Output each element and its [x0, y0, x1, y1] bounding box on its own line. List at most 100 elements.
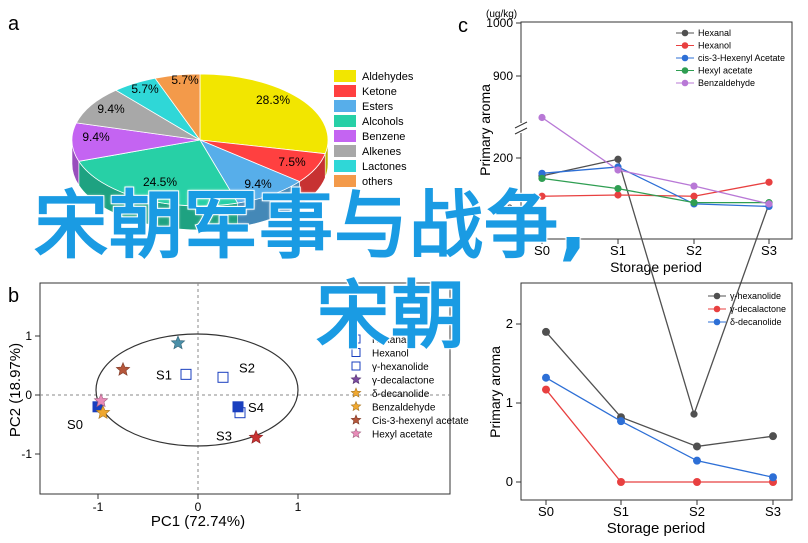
c-legend-item: cis-3-Hexenyl Acetate [698, 53, 785, 63]
d-series-point [769, 432, 777, 441]
pie-slice-benzene [71, 122, 201, 162]
pie-legend-swatch [334, 85, 356, 97]
pca-sample-label-S1: S1 [156, 367, 172, 382]
pca-point-γ-hexanolide [170, 335, 186, 350]
c-xtick-label: S1 [610, 243, 626, 258]
pca-ylabel: PC2 (18.97%) [7, 343, 24, 437]
pca-legend-marker [350, 414, 362, 425]
pie-legend-swatch [334, 160, 356, 172]
pie-legend-item: Aldehydes [362, 71, 414, 83]
pie-label-esters: 9.4% [244, 177, 272, 191]
pca-legend-marker [351, 361, 361, 371]
d-legend-marker [713, 318, 721, 326]
pca-ytick-label: 0 [25, 388, 32, 402]
d-legend-item: γ-hexanolide [730, 291, 781, 301]
pie-chart: 28.3% 7.5% 9.4% 24.5% 9.4% 9.4% 5.7% 5.7% [71, 73, 329, 231]
c-legend-marker [681, 79, 689, 87]
d-series-point [769, 473, 777, 482]
pca-sample-marker [232, 401, 244, 413]
c-series-line [541, 116, 770, 205]
pie-slice-alkenes [75, 89, 201, 141]
line-chart-d: Primary aroma Storage period S0 S1 S2 S3 2 1 0… [487, 282, 793, 537]
pie-legend-swatch [334, 115, 356, 127]
pie-label-others: 5.7% [171, 73, 199, 87]
c-axis-break [515, 123, 529, 133]
c-series-point [765, 178, 773, 186]
pca-frame [39, 282, 451, 495]
pie-label-benzene: 9.4% [82, 130, 110, 144]
c-series-point [614, 191, 622, 199]
c-series-line [541, 158, 770, 417]
c-ylabel: Primary aroma [477, 84, 493, 176]
d-series-point [542, 373, 550, 382]
pca-legend-item: γ-decalactone [372, 376, 435, 387]
pca-xtick-label: 0 [195, 500, 202, 514]
c-legend-item: Hexanol [698, 41, 731, 51]
c-legend-marker [681, 67, 689, 74]
pca-point-Hexyl acetate [93, 393, 109, 408]
pca-legend-marker [350, 387, 362, 398]
d-ytick-label: 1 [506, 395, 513, 410]
c-xtick-label: S3 [761, 243, 777, 258]
pca-plot: -1 0 1 1 0 -1 PC1 (72.74%) PC2 (18.97%) S0 S1 S… [7, 282, 469, 530]
c-series-line [541, 177, 769, 204]
pca-sample-label-S3: S3 [216, 429, 232, 444]
pca-point-γ-decalactone [115, 361, 131, 376]
pie-legend-item: Alcohols [362, 116, 404, 128]
pca-legend-marker [350, 400, 362, 412]
d-series-point [542, 385, 550, 394]
pca-sample-label-S0: S0 [67, 417, 83, 432]
d-ylabel: Primary aroma [487, 346, 503, 438]
pie-slice-esters [199, 139, 301, 204]
c-series-point [690, 182, 698, 190]
c-series-point [538, 113, 546, 122]
d-legend-item: γ-decalactone [730, 304, 786, 314]
c-xtick-label: S0 [534, 243, 550, 258]
d-ytick-label: 0 [506, 474, 513, 489]
pca-legend-item: Hexanol [372, 349, 409, 360]
c-xtick-label: S2 [686, 243, 702, 258]
panel-label-b: b [8, 285, 19, 307]
pca-legend-item: Hexanal [372, 335, 409, 346]
c-series-point [538, 174, 546, 182]
d-ytick-label: 2 [506, 316, 513, 331]
line-chart-c: (ug/kg) Primary aroma Storage period S0 S… [477, 9, 793, 418]
pie-slice-aldehydes [199, 73, 329, 155]
pca-xtick-label: -1 [93, 500, 104, 514]
pie-legend-item: Ketone [362, 86, 397, 98]
pca-legend-marker [350, 373, 362, 385]
d-legend: γ-hexanolide γ-decalactone δ-decanolide [708, 291, 786, 327]
d-series-line [545, 331, 774, 448]
c-series-point [538, 192, 546, 200]
pca-legend-marker [350, 427, 362, 439]
panel-label-c: c [458, 15, 468, 37]
pca-legend-item: γ-hexanolide [372, 362, 429, 373]
pca-sample-label-S2: S2 [239, 360, 255, 375]
c-unit: (ug/kg) [486, 9, 517, 20]
c-legend-marker [681, 42, 689, 49]
pca-legend-marker [351, 348, 361, 357]
pie-legend-swatch [334, 70, 356, 82]
pie-legend-swatch [334, 130, 356, 142]
c-legend-item: Hexanal [698, 28, 731, 38]
pie-label-aldehydes: 28.3% [256, 93, 290, 107]
pca-legend-item: Cis-3-hexenyl acetate [372, 416, 469, 427]
d-series-line [545, 377, 774, 478]
d-series-line [545, 389, 773, 483]
c-series-point [614, 155, 622, 163]
c-series-point [614, 185, 622, 193]
d-xlabel: Storage period [607, 520, 705, 537]
c-series-point [538, 169, 546, 177]
c-legend-item: Benzaldehyde [698, 78, 755, 88]
pca-point-Cis-3-hexenyl acetate [248, 429, 264, 444]
d-series-point [693, 456, 701, 465]
pie-legend: Aldehydes Ketone Esters Alcohols Benzene Alke… [334, 70, 414, 188]
pca-sample-marker [217, 371, 229, 383]
pie-legend-item: others [362, 176, 393, 188]
pie-legend-item: Alkenes [362, 146, 402, 158]
pca-legend-item: δ-decanolide [372, 389, 430, 400]
pca-sample-marker [180, 368, 192, 380]
pie-legend-item: Lactones [362, 161, 407, 173]
d-series-point [542, 327, 550, 336]
d-series-point [693, 478, 701, 486]
